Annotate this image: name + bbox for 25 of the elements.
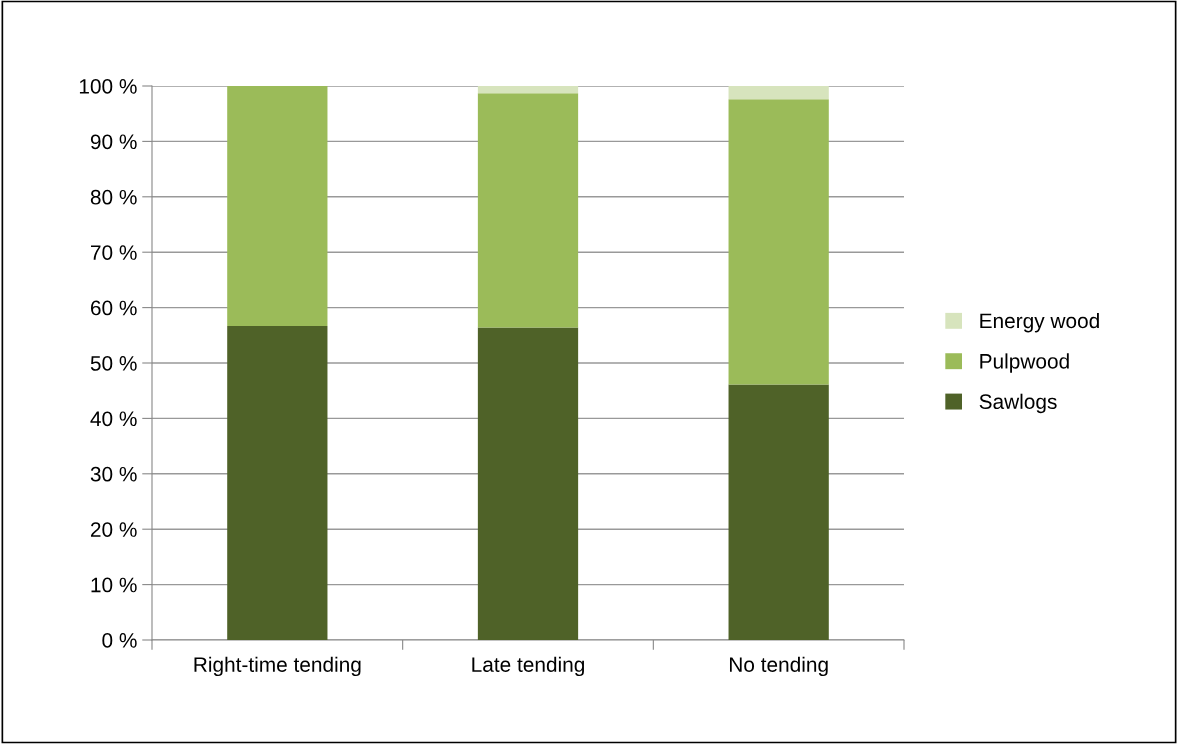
bar — [477, 93, 579, 328]
bar — [227, 325, 328, 640]
y-tick-label: 50 % — [90, 356, 137, 371]
y-tick-label: 10 % — [91, 577, 137, 593]
y-tick-label: 30 % — [90, 466, 137, 482]
y-tick-label: 60 % — [90, 300, 137, 316]
bar — [477, 86, 579, 94]
x-tick-label: No tending — [729, 656, 828, 677]
y-tick-label: 90 % — [90, 134, 137, 150]
y-tick-label: 100 % — [79, 79, 137, 94]
y-tick-label: 70 % — [91, 245, 137, 260]
x-tick-label: Late tending — [472, 656, 585, 677]
bar — [728, 86, 829, 100]
bar — [477, 327, 579, 640]
bar — [728, 384, 829, 640]
y-tick-label: 20 % — [90, 522, 137, 537]
legend-label: Energy wood — [980, 312, 1099, 333]
bar — [728, 99, 829, 385]
y-tick-label: 0 % — [102, 633, 137, 648]
y-tick-label: 40 % — [90, 411, 137, 427]
legend-label: Pulpwood — [980, 353, 1069, 373]
bar — [227, 86, 328, 326]
x-tick-label: Right-time tending — [194, 656, 361, 677]
y-tick-label: 80 % — [90, 189, 137, 205]
legend-label: Sawlogs — [979, 393, 1057, 414]
